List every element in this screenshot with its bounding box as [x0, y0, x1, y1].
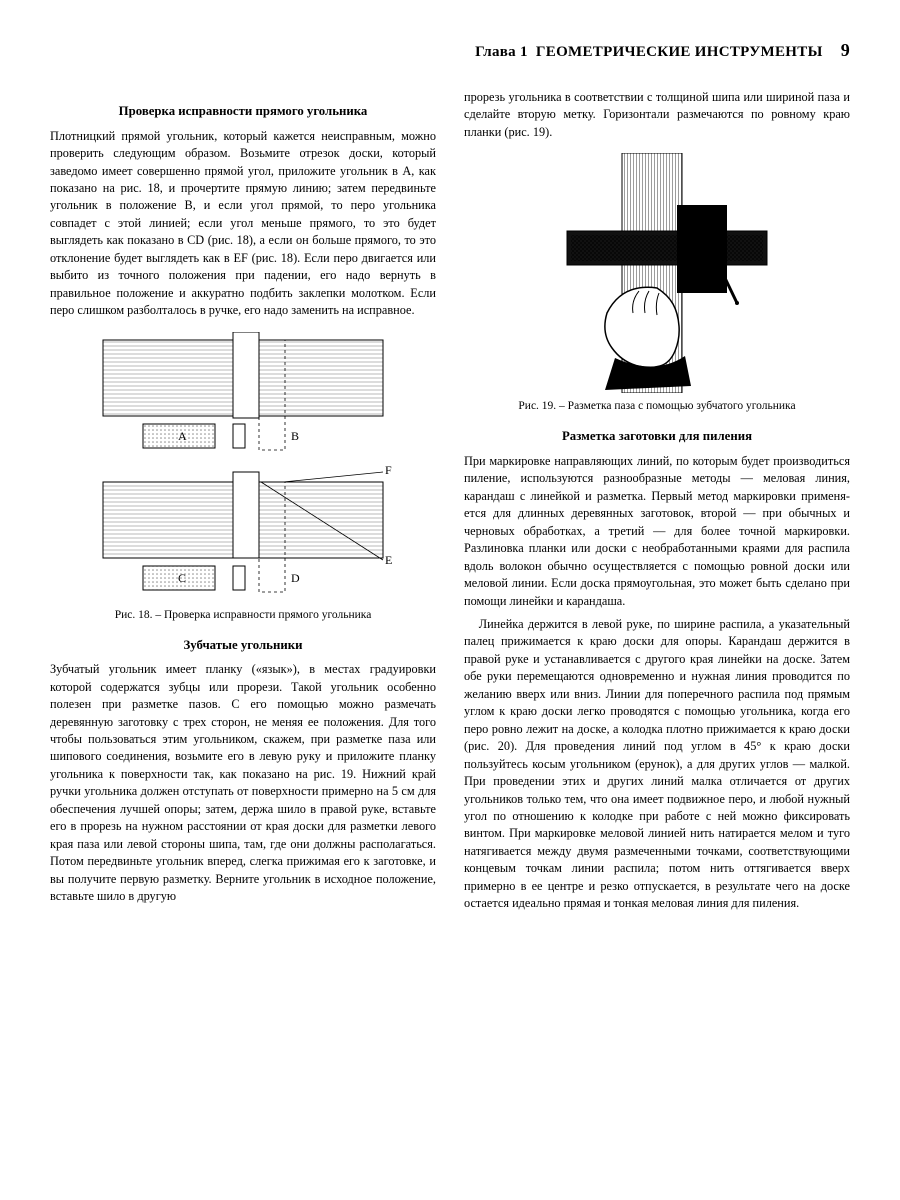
fig18-caption: Рис. 18. – Проверка исправности прямого … [50, 608, 436, 623]
para-continuation-top: прорезь угольника в соответствии с толщи… [464, 89, 850, 141]
column-left: Проверка исправности прямого угольника П… [50, 89, 436, 919]
two-column-layout: Проверка исправности прямого угольника П… [50, 89, 850, 919]
page-number: 9 [841, 40, 850, 60]
para-marking-1: При маркировке направляющих линий, по ко… [464, 453, 850, 610]
fig18-svg: A B C D E F [83, 332, 403, 602]
fig18-label-d: D [291, 571, 300, 585]
fig19-caption: Рис. 19. – Разметка паза с помощью зубча… [464, 399, 850, 414]
fig19-svg [527, 153, 787, 393]
para-toothed-squares: Зубчатый угольник имеет планку («язык»),… [50, 661, 436, 905]
para-marking-2: Линейка держится в левой руке, по ширине… [464, 616, 850, 913]
figure-18: A B C D E F [50, 332, 436, 602]
fig18-label-c: C [178, 571, 186, 585]
section-title-check-square: Проверка исправности прямого угольника [50, 103, 436, 120]
para-check-square: Плотницкий прямой угольник, который каже… [50, 128, 436, 320]
page-header: Глава 1 ГЕОМЕТРИЧЕСКИЕ ИНСТРУМЕНТЫ 9 [50, 40, 850, 61]
section-title-marking-sawing: Разметка заготовки для пиления [464, 428, 850, 445]
chapter-title: ГЕОМЕТРИЧЕСКИЕ ИНСТРУМЕНТЫ [536, 44, 823, 60]
section-title-toothed-squares: Зубчатые угольники [50, 637, 436, 654]
fig18-label-a: A [178, 429, 187, 443]
column-right: прорезь угольника в соответствии с толщи… [464, 89, 850, 919]
figure-19 [464, 153, 850, 393]
fig18-label-e: E [385, 553, 392, 567]
fig18-label-f: F [385, 463, 392, 477]
fig18-label-b: B [291, 429, 299, 443]
chapter-label: Глава 1 [475, 44, 528, 60]
